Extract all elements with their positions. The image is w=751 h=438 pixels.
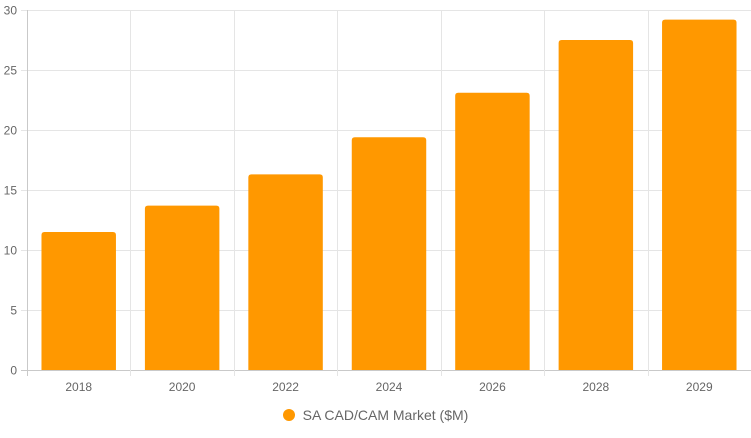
legend[interactable]: SA CAD/CAM Market ($M) xyxy=(0,405,751,425)
y-tick-label: 25 xyxy=(4,64,18,78)
bar-2022 xyxy=(248,174,323,370)
y-tick-label: 5 xyxy=(10,304,17,318)
x-axis-ticks: 2018 2020 2022 2024 2026 2028 2029 xyxy=(65,380,713,394)
x-tick-label: 2026 xyxy=(479,380,506,394)
bar-2029 xyxy=(662,19,737,370)
bar-2018 xyxy=(41,232,116,370)
x-tick-label: 2022 xyxy=(272,380,299,394)
x-tick-label: 2018 xyxy=(65,380,92,394)
bar-2028 xyxy=(558,40,634,370)
legend-marker-icon xyxy=(282,409,295,421)
legend-label: SA CAD/CAM Market ($M) xyxy=(302,407,469,423)
x-tick-label: 2029 xyxy=(686,380,713,394)
bars xyxy=(41,19,737,371)
y-tick-label: 0 xyxy=(10,364,17,378)
bar-2020 xyxy=(144,205,220,370)
x-tick-label: 2020 xyxy=(169,380,196,394)
y-axis-ticks: 0 5 10 15 20 25 30 xyxy=(4,4,18,378)
x-tick-label: 2028 xyxy=(583,380,610,394)
x-tick-label: 2024 xyxy=(376,380,403,394)
y-tick-label: 15 xyxy=(4,184,18,198)
bar-2026 xyxy=(455,92,530,371)
y-tick-label: 20 xyxy=(4,124,18,138)
bar-2024 xyxy=(351,137,427,370)
grid-lines xyxy=(21,10,751,376)
y-tick-label: 10 xyxy=(4,244,18,258)
y-tick-label: 30 xyxy=(4,4,18,18)
